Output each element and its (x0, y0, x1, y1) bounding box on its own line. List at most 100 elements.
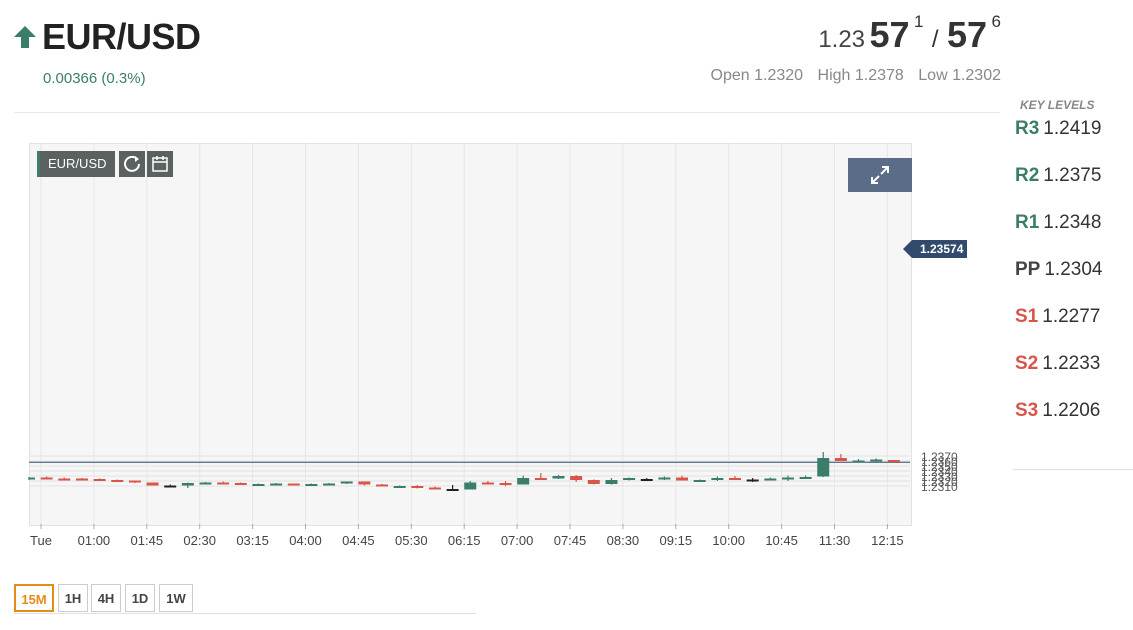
header-divider (14, 112, 1000, 113)
candle-body (887, 460, 900, 462)
key-level-s3: S3 1.2206 (1013, 400, 1133, 447)
key-levels-panel: KEY LEVELS R3 1.2419 R2 1.2375 R1 1.2348 PP 1.2… (1013, 98, 1133, 447)
y-tick-label: 1.2370 (921, 450, 958, 464)
key-level-label: R3 (1015, 118, 1040, 139)
candle-body (781, 477, 794, 480)
candle-body (499, 483, 512, 485)
candle-body (464, 482, 477, 490)
key-level-label: S2 (1015, 353, 1039, 374)
candle-body (852, 460, 865, 463)
candle-body (199, 482, 212, 485)
y-tick-label: 1.2320 (921, 475, 958, 489)
key-level-label: S3 (1015, 400, 1039, 421)
candle-body (146, 482, 159, 486)
timeframe-15m[interactable]: 15M (14, 584, 54, 612)
quote-ask: 57 (947, 14, 988, 55)
key-level-label: PP (1015, 259, 1041, 280)
key-level-value: 1.2206 (1042, 400, 1101, 421)
candle-body (111, 480, 124, 482)
candle-body (517, 478, 530, 485)
candle-body (234, 483, 247, 485)
x-tick-label: 07:45 (554, 533, 587, 548)
candle-body (217, 482, 230, 485)
candle-body (764, 478, 777, 481)
candle-body (164, 485, 177, 488)
candle-body (711, 478, 724, 480)
candle-body (552, 476, 565, 479)
key-levels-divider (1013, 469, 1133, 470)
key-level-pp: PP 1.2304 (1013, 259, 1133, 306)
candlestick-chart[interactable]: 1.23101.23201.23301.23401.23501.23601.23… (0, 0, 1000, 560)
x-tick-label: 11:30 (819, 533, 851, 548)
x-tick-label: Tue (30, 533, 52, 548)
key-level-value: 1.2304 (1044, 259, 1103, 280)
x-tick-label: 01:45 (131, 533, 164, 548)
candle-body (93, 479, 106, 481)
open-stat: Open 1.2320 (710, 67, 804, 84)
quote-slash: / (931, 26, 939, 53)
y-tick-label: 1.2350 (921, 460, 958, 474)
candle-body (623, 478, 636, 480)
key-level-r2: R2 1.2375 (1013, 165, 1133, 212)
candle-body (746, 479, 759, 482)
candle-body (323, 483, 336, 486)
key-levels-title: KEY LEVELS (1020, 98, 1095, 112)
candle-body (411, 486, 424, 488)
key-level-s1: S1 1.2277 (1013, 306, 1133, 353)
x-tick-label: 04:00 (289, 533, 322, 548)
candle-body (676, 477, 689, 481)
y-tick-label: 1.2310 (921, 480, 958, 494)
key-level-value: 1.2348 (1043, 212, 1102, 233)
key-level-label: R1 (1015, 212, 1040, 233)
candle-body (270, 483, 283, 486)
candle-body (75, 478, 88, 481)
key-level-r1: R1 1.2348 (1013, 212, 1133, 259)
candle-body (570, 476, 583, 480)
key-level-r3: R3 1.2419 (1013, 118, 1133, 165)
timeframe-1d[interactable]: 1D (125, 584, 155, 612)
calendar-icon[interactable] (147, 151, 173, 177)
candle-body (287, 483, 300, 486)
candle-body (729, 478, 741, 480)
candle-body (446, 489, 459, 491)
candle-body (305, 484, 318, 486)
candle-body (376, 484, 388, 487)
ohl-stats: Open 1.2320 High 1.2378 Low 1.2302 (701, 67, 1001, 85)
x-tick-label: 10:45 (765, 533, 798, 548)
candle-body (340, 481, 353, 484)
candle-body (605, 480, 618, 484)
x-tick-label: 12:15 (871, 533, 904, 548)
candle-body (29, 477, 35, 480)
current-price-label: 1.23574 (902, 240, 968, 258)
key-level-label: R2 (1015, 165, 1040, 186)
price-change: 0.00366 (0.3%) (43, 70, 146, 87)
key-level-value: 1.2375 (1043, 165, 1102, 186)
y-tick-label: 1.2360 (921, 455, 958, 469)
key-level-s2: S2 1.2233 (1013, 353, 1133, 400)
chart-pair-badge[interactable]: EUR/USD (37, 151, 115, 177)
candle-body (799, 477, 812, 479)
timeframe-1h[interactable]: 1H (58, 584, 88, 612)
timeframe-1w[interactable]: 1W (159, 584, 193, 612)
x-tick-label: 06:15 (448, 533, 481, 548)
key-level-value: 1.2277 (1042, 306, 1101, 327)
expand-icon[interactable] (848, 158, 912, 192)
quote-ask-pip: 6 (991, 11, 1001, 31)
candle-body (870, 459, 883, 462)
candle-body (181, 483, 194, 486)
quote-bid: 57 (869, 14, 910, 55)
quote-prefix: 1.23 (818, 26, 866, 53)
x-tick-label: 09:15 (660, 533, 693, 548)
quote-bid-pip: 1 (913, 11, 924, 31)
candle-body (658, 477, 671, 480)
key-level-value: 1.2419 (1043, 118, 1102, 139)
refresh-icon[interactable] (119, 151, 145, 177)
up-arrow-icon (14, 26, 36, 48)
candle-body (428, 487, 441, 490)
x-tick-label: 05:30 (395, 533, 428, 548)
x-tick-label: 04:45 (342, 533, 375, 548)
x-tick-label: 02:30 (183, 533, 216, 548)
candle-body (587, 480, 600, 484)
key-level-value: 1.2233 (1042, 353, 1101, 374)
timeframe-4h[interactable]: 4H (91, 584, 121, 612)
